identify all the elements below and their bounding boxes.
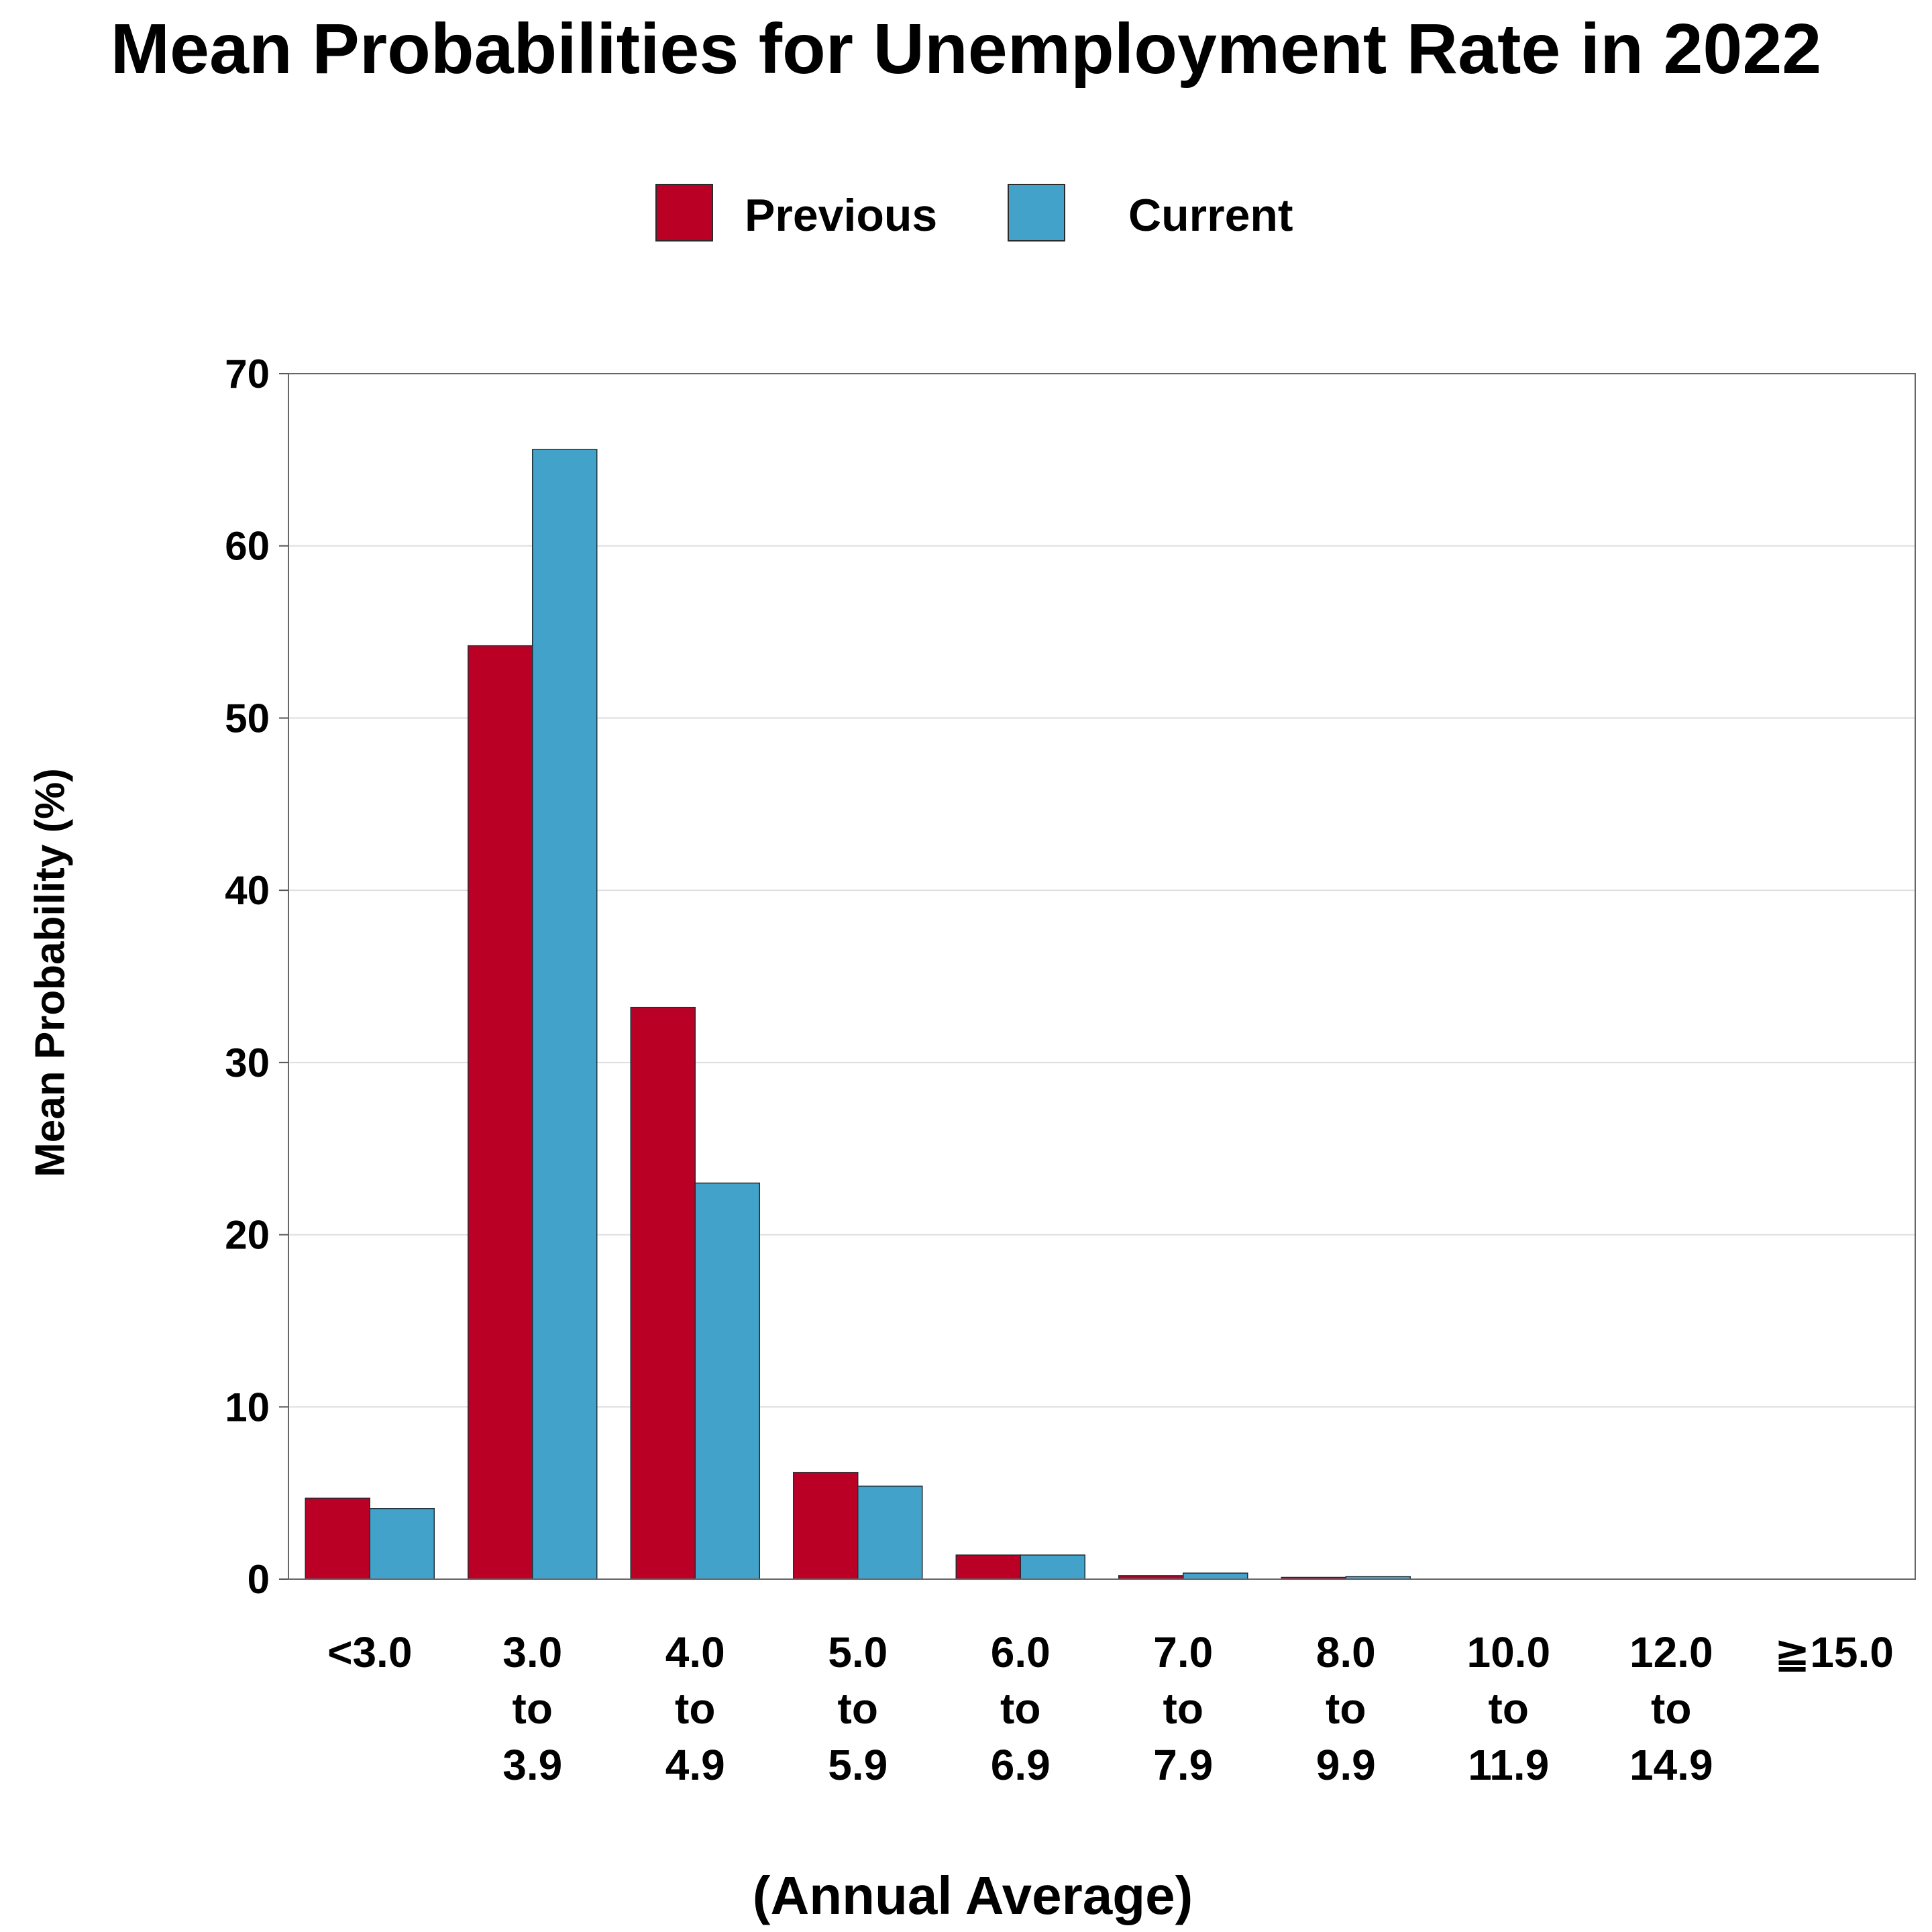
x-tick-line: 3.0 <box>502 1628 562 1676</box>
plot-frame <box>288 373 1916 1580</box>
x-tick-line: 4.9 <box>665 1741 725 1789</box>
bar-previous-2 <box>630 1006 696 1580</box>
bar-previous-1 <box>468 645 533 1580</box>
bar-previous-4 <box>955 1554 1021 1580</box>
legend-swatch-current <box>1008 184 1065 241</box>
x-tick-line: to <box>513 1684 553 1733</box>
legend-label-current: Current <box>1128 190 1293 241</box>
x-tick-label: <3.0 <box>327 1628 412 1676</box>
x-tick-line: <3.0 <box>327 1628 412 1676</box>
x-tick-label: 12.0 to 14.9 <box>1629 1628 1713 1789</box>
x-tick-label: 7.0 to 7.9 <box>1153 1628 1213 1789</box>
x-tick-line: 5.9 <box>828 1741 888 1789</box>
x-tick-line: 8.0 <box>1316 1628 1376 1676</box>
x-tick-line: 6.9 <box>991 1741 1051 1789</box>
x-tick-line: 3.9 <box>502 1741 562 1789</box>
bar-current-2 <box>694 1182 760 1580</box>
x-tick-line: to <box>1651 1684 1691 1733</box>
bar-current-1 <box>532 449 598 1580</box>
x-tick-line: to <box>1000 1684 1040 1733</box>
bar-previous-0 <box>305 1497 370 1580</box>
x-tick-label: ≧15.0 <box>1774 1628 1894 1676</box>
x-tick-label: 8.0 to 9.9 <box>1316 1628 1376 1789</box>
y-tick-label: 10 <box>225 1385 270 1430</box>
x-tick-label: 6.0 to 6.9 <box>991 1628 1051 1789</box>
bar-current-5 <box>1183 1572 1248 1580</box>
y-tick-label: 70 <box>225 352 270 396</box>
x-tick-line: 7.0 <box>1153 1628 1213 1676</box>
x-tick-label: 5.0 to 5.9 <box>828 1628 888 1789</box>
x-tick-line: 7.9 <box>1153 1741 1213 1789</box>
y-tick-label: 40 <box>225 868 270 913</box>
x-tick-line: 11.9 <box>1468 1741 1549 1789</box>
y-tick-label: 60 <box>225 524 270 569</box>
x-tick-line: 4.0 <box>665 1628 725 1676</box>
x-axis-title: (Annual Average) <box>752 1866 1193 1925</box>
x-tick-line: 12.0 <box>1629 1628 1713 1676</box>
chart-title: Mean Probabilities for Unemployment Rate… <box>110 9 1822 89</box>
y-tick-label: 20 <box>225 1213 270 1258</box>
x-tick-line: ≧15.0 <box>1774 1628 1894 1676</box>
bar-current-3 <box>857 1485 923 1580</box>
x-tick-line: to <box>1489 1684 1529 1733</box>
x-tick-label: 4.0 to 4.9 <box>665 1628 725 1789</box>
tick-labels: 0 10 20 30 40 50 60 70 <3.0 3.0 to 3.9 4.0 to 4.9 5.0 to… <box>225 352 1894 1789</box>
x-tick-line: to <box>1163 1684 1203 1733</box>
legend-swatch-previous <box>655 184 713 241</box>
x-tick-line: 10.0 <box>1466 1628 1550 1676</box>
bar-previous-3 <box>793 1472 859 1580</box>
legend-label-previous: Previous <box>745 190 938 241</box>
x-tick-label: 10.0 to 11.9 <box>1466 1628 1550 1789</box>
bars <box>305 449 1411 1580</box>
x-tick-line: to <box>1326 1684 1366 1733</box>
bar-current-4 <box>1020 1554 1085 1580</box>
y-tick-label: 30 <box>225 1040 270 1085</box>
x-tick-line: to <box>838 1684 878 1733</box>
y-tick-label: 0 <box>248 1557 270 1602</box>
legend: Previous Current <box>0 180 1932 254</box>
x-tick-label: 3.0 to 3.9 <box>502 1628 562 1789</box>
axes <box>279 373 1916 1580</box>
x-tick-line: 14.9 <box>1629 1741 1713 1789</box>
x-tick-line: 5.0 <box>828 1628 888 1676</box>
x-tick-line: to <box>675 1684 715 1733</box>
y-tick-label: 50 <box>225 696 270 741</box>
x-tick-line: 9.9 <box>1316 1741 1376 1789</box>
bar-current-0 <box>369 1507 435 1580</box>
x-tick-line: 6.0 <box>991 1628 1051 1676</box>
